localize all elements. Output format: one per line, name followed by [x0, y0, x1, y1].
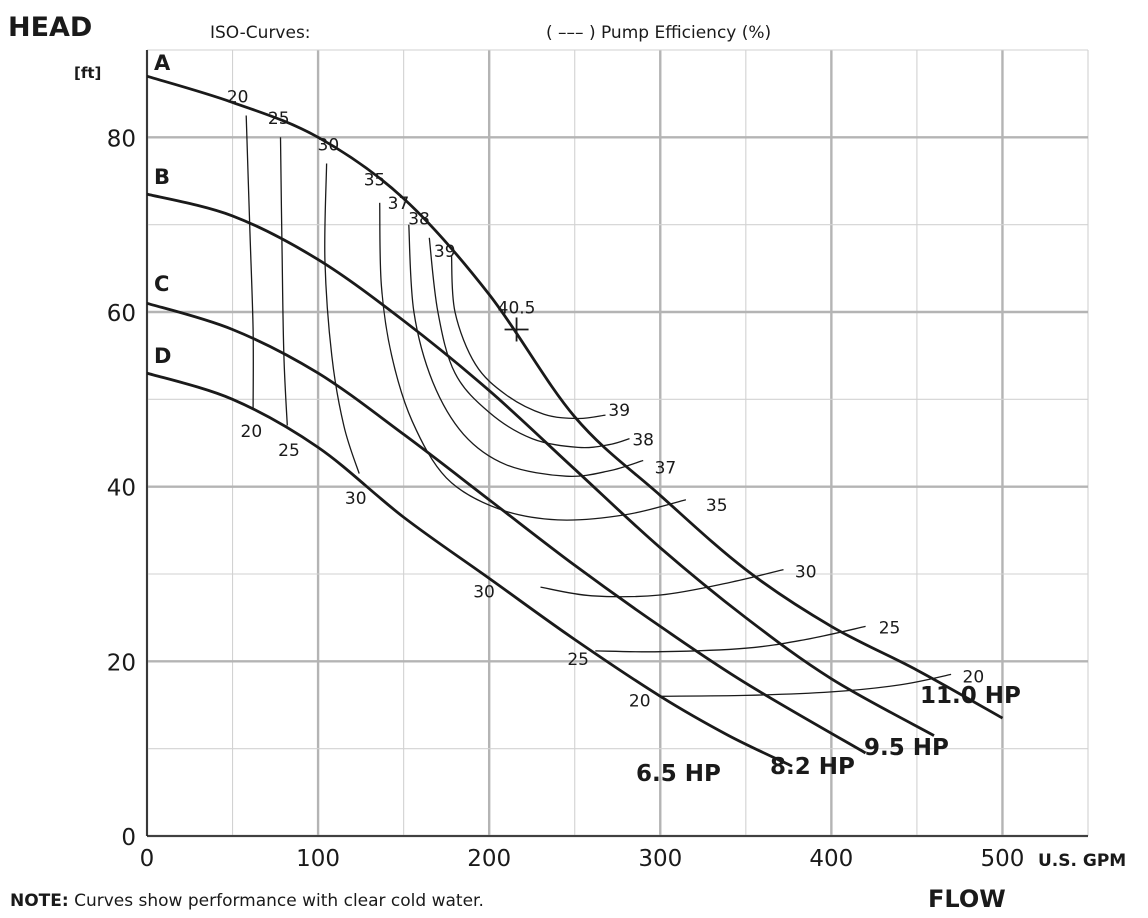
efficiency-label: 39	[434, 242, 456, 262]
efficiency-label: 25	[268, 109, 290, 129]
efficiency-label: 37	[388, 194, 410, 214]
axes: 0 100 200 300 400 500 0 20 40 60 80	[107, 50, 1088, 872]
efficiency-curve	[540, 568, 784, 598]
x-tick-label: 200	[467, 846, 511, 872]
efficiency-label: 37	[655, 459, 677, 479]
efficiency-label: 30	[795, 562, 817, 582]
chart-title-head: HEAD	[8, 12, 92, 43]
x-tick-label: 400	[809, 846, 853, 872]
efficiency-curve	[595, 625, 866, 653]
chart-labels: 2025303537383939383735302520202530302520…	[227, 87, 984, 711]
curve-letter-label: A	[154, 51, 171, 75]
x-tick-label: 500	[981, 846, 1025, 872]
y-tick-label: 20	[107, 650, 136, 676]
pump-curve	[146, 301, 867, 755]
curve-power-label: 11.0 HP	[920, 683, 1021, 709]
efficiency-curve	[658, 673, 952, 697]
x-axis-label: U.S. GPM	[1038, 851, 1126, 871]
efficiency-label: 20	[227, 87, 249, 107]
efficiency-label: 20	[241, 422, 263, 442]
bep-label: 40.5	[498, 298, 536, 318]
curve-power-label: 9.5 HP	[864, 735, 949, 761]
footer-note: NOTE: Curves show performance with clear…	[10, 891, 484, 911]
efficiency-label: 20	[629, 692, 651, 712]
efficiency-curves	[245, 115, 952, 697]
curve-letter-label: C	[154, 272, 169, 296]
efficiency-curve	[379, 202, 687, 521]
pump-curve	[146, 74, 1004, 720]
efficiency-curve	[450, 255, 606, 420]
efficiency-label: 30	[473, 583, 495, 603]
pump-curve	[146, 371, 793, 768]
curve-letter-label: D	[154, 344, 171, 368]
x-tick-label: 0	[140, 846, 155, 872]
efficiency-label: 25	[278, 441, 300, 461]
curve-power-label: 8.2 HP	[770, 754, 855, 780]
note-label: NOTE:	[10, 891, 69, 911]
pump-curves: A 11.0 HP B 9.5 HP C 8.2 HP D 6.5 HP	[146, 51, 1021, 787]
efficiency-label: 30	[318, 135, 340, 155]
flow-label: FLOW	[928, 885, 1006, 913]
efficiency-label: 39	[608, 401, 630, 421]
efficiency-label: 35	[364, 170, 386, 190]
curve-power-label: 6.5 HP	[636, 761, 721, 787]
y-tick-label: 40	[107, 476, 136, 502]
x-tick-label: 100	[296, 846, 340, 872]
legend-text: ( ––– ) Pump Efficiency (%)	[546, 23, 771, 43]
efficiency-curve	[245, 115, 254, 409]
efficiency-label: 38	[632, 431, 654, 451]
efficiency-curve	[408, 224, 644, 478]
efficiency-label: 20	[963, 667, 985, 687]
y-tick-label: 80	[107, 126, 136, 152]
efficiency-label: 38	[408, 210, 430, 230]
pump-curve	[146, 192, 935, 737]
efficiency-curve	[279, 137, 288, 426]
efficiency-label: 35	[706, 496, 728, 516]
efficiency-curve	[324, 163, 360, 474]
efficiency-label: 30	[345, 489, 367, 509]
y-tick-label: 60	[107, 301, 136, 327]
efficiency-curve	[428, 237, 630, 449]
iso-curves-label: ISO-Curves:	[210, 23, 311, 43]
x-tick-label: 300	[638, 846, 682, 872]
y-tick-label: 0	[121, 825, 136, 851]
curve-letter-label: B	[154, 165, 170, 189]
efficiency-label: 25	[567, 650, 589, 670]
note-text: Curves show performance with clear cold …	[68, 891, 484, 911]
efficiency-label: 25	[879, 618, 901, 638]
y-axis-unit: [ft]	[74, 64, 101, 82]
